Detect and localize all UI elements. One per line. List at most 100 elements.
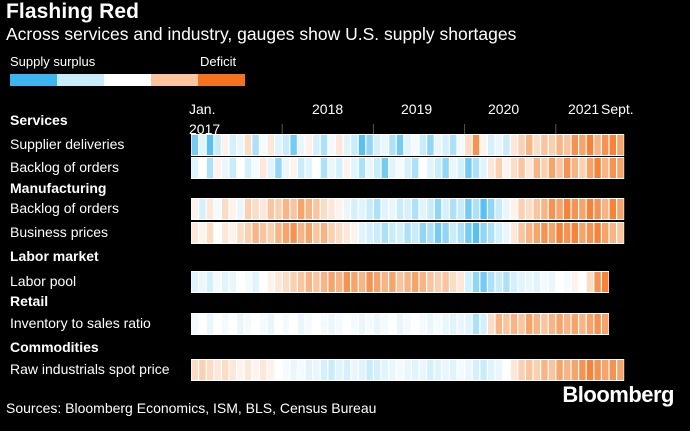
heatmap-cell [374, 223, 381, 243]
row-label: Backlog of orders [10, 159, 119, 175]
heatmap-cell [495, 158, 502, 178]
heatmap-cell [526, 314, 533, 334]
heatmap-cell [320, 135, 328, 155]
section-heading: Labor market [10, 248, 99, 264]
heatmap-cell [298, 158, 305, 178]
heatmap-cell [480, 223, 487, 243]
heatmap-cell [275, 135, 282, 155]
heatmap-cell [206, 272, 214, 292]
heatmap-cell [229, 272, 236, 292]
heatmap-cell [336, 223, 343, 243]
heatmap-cell [298, 135, 305, 155]
heatmap-cell [275, 223, 282, 243]
heatmap-cell [328, 199, 335, 219]
heatmap-cell [617, 360, 624, 380]
heatmap-cell [556, 314, 563, 334]
heatmap-cell [510, 223, 518, 243]
heatmap-cell [564, 360, 571, 380]
heatmap-cell [229, 135, 236, 155]
heatmap-cell [412, 272, 419, 292]
heatmap-cell [396, 360, 404, 380]
heatmap-cell [366, 360, 373, 380]
heatmap-cell [358, 135, 366, 155]
heatmap-cell [564, 135, 571, 155]
heatmap-cell [199, 360, 206, 380]
heatmap-cell [579, 223, 586, 243]
heatmap-cell [351, 360, 358, 380]
heatmap-cell [374, 158, 381, 178]
heatmap-cell [351, 314, 358, 334]
heatmap-cell [320, 360, 328, 380]
heatmap-cell [533, 223, 540, 243]
heatmap-cell [320, 199, 328, 219]
heatmap-cell [480, 360, 487, 380]
heatmap-cell [358, 158, 366, 178]
heatmap-cell [609, 199, 616, 219]
heatmap-cell [267, 314, 274, 334]
heatmap-cell [244, 135, 252, 155]
heatmap-cell [191, 314, 198, 334]
heatmap-cell [594, 199, 601, 219]
heatmap-cell [313, 199, 320, 219]
heatmap-cell [222, 158, 229, 178]
heatmap-cell [503, 272, 510, 292]
heatmap-cell [465, 199, 472, 219]
heatmap-cell [488, 135, 495, 155]
heatmap-cell [191, 272, 198, 292]
heatmap-cell [404, 199, 411, 219]
heatmap-cell [434, 360, 442, 380]
heatmap-cell [548, 360, 556, 380]
heatmap-cell [480, 135, 487, 155]
heatmap-cell [206, 199, 214, 219]
heatmap-cell [548, 199, 556, 219]
heatmap-cell [609, 223, 616, 243]
heatmap-cell [252, 223, 259, 243]
heatmap-cell [488, 158, 495, 178]
heatmap-cell [434, 199, 442, 219]
heatmap-cell [389, 314, 396, 334]
heatmap-cell [358, 199, 366, 219]
heatmap-cell [267, 360, 274, 380]
heatmap-cell [548, 135, 556, 155]
heatmap-cell [450, 199, 457, 219]
heatmap-cell [275, 158, 282, 178]
heatmap-cell [260, 135, 267, 155]
heatmap-cell [214, 158, 221, 178]
heatmap-cell [564, 199, 571, 219]
heatmap-cell [191, 360, 198, 380]
heatmap-cell [336, 158, 343, 178]
heatmap-cell [237, 199, 244, 219]
heatmap-cell [290, 158, 297, 178]
heatmap-cell [472, 360, 480, 380]
heatmap-cell [244, 272, 252, 292]
heatmap-cell [617, 158, 624, 178]
heatmap-cell [488, 272, 495, 292]
heatmap-cell [579, 314, 586, 334]
heatmap-cell [374, 360, 381, 380]
heatmap-cell [518, 135, 525, 155]
heatmap-cell [237, 158, 244, 178]
heatmap-cell [214, 272, 221, 292]
heatmap-cell [586, 158, 594, 178]
heatmap-cell [328, 314, 335, 334]
heatmap-cell [533, 135, 540, 155]
heatmap-cell [191, 135, 198, 155]
heatmap-cell [526, 158, 533, 178]
heatmap-cell [366, 272, 373, 292]
heatmap-cell [366, 223, 373, 243]
heatmap-cell [495, 135, 502, 155]
heatmap-cell [556, 135, 563, 155]
heatmap-cell [480, 272, 487, 292]
heatmap-cell [396, 135, 404, 155]
heatmap-cell [457, 272, 464, 292]
heatmap-cell [450, 223, 457, 243]
heatmap-cell [427, 199, 434, 219]
heatmap-cell [488, 314, 495, 334]
heatmap-cell [389, 223, 396, 243]
heatmap-cell [260, 360, 267, 380]
heatmap-cell [564, 314, 571, 334]
heatmap-cell [222, 360, 229, 380]
heatmap-cell [389, 158, 396, 178]
heatmap-cell [320, 223, 328, 243]
